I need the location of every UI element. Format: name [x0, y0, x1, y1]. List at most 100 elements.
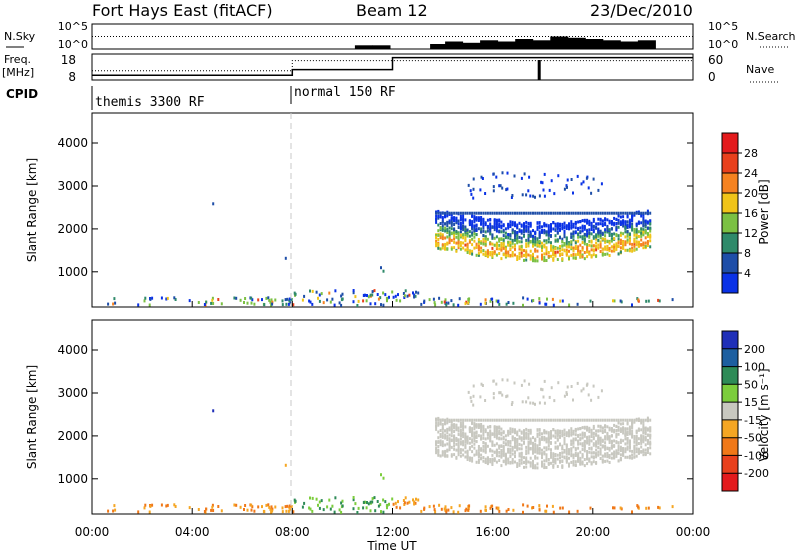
velocity-cell — [574, 433, 577, 437]
power-cell — [633, 237, 636, 241]
velocity-cell — [613, 418, 616, 422]
power-cell — [502, 242, 505, 246]
velocity-cell — [566, 385, 569, 389]
velocity-cell — [612, 506, 614, 510]
power-cell — [624, 230, 627, 234]
velocity-cell — [406, 501, 409, 505]
velocity-cell — [608, 441, 611, 444]
power-cell — [472, 196, 475, 200]
power-cell — [334, 289, 337, 293]
y-tick-label: 3000 — [57, 386, 88, 400]
velocity-cell — [491, 457, 494, 461]
power-cell — [644, 236, 647, 240]
power-cell — [448, 237, 451, 241]
power-cell — [606, 248, 609, 252]
power-cell — [446, 229, 449, 232]
velocity-cell — [459, 451, 462, 455]
velocity-cell — [606, 418, 609, 422]
velocity-colorbar-swatch — [722, 437, 738, 456]
power-cell — [439, 211, 442, 215]
velocity-cell — [608, 428, 611, 432]
velocity-cell — [444, 453, 447, 457]
velocity-cell — [448, 437, 451, 441]
power-cell — [570, 211, 573, 215]
noise-search-burst — [585, 39, 604, 49]
velocity-cell — [493, 443, 496, 447]
power-cell — [543, 194, 546, 198]
velocity-cell — [635, 450, 638, 454]
velocity-cell — [149, 504, 152, 508]
power-cell — [457, 211, 460, 215]
velocity-cell — [457, 418, 460, 422]
power-cell — [565, 245, 568, 249]
power-cell — [452, 303, 455, 307]
velocity-cell — [441, 450, 444, 454]
velocity-cell — [649, 426, 652, 430]
velocity-cell — [455, 428, 458, 432]
power-cell — [448, 226, 451, 230]
power-cell — [577, 235, 580, 239]
velocity-cell — [563, 440, 566, 444]
power-cell — [444, 298, 447, 302]
velocity-cell — [622, 439, 625, 443]
velocity-cell — [450, 423, 453, 427]
velocity-cell — [480, 448, 483, 452]
power-cell — [257, 298, 260, 302]
power-cell — [471, 252, 474, 256]
power-cell — [467, 183, 470, 187]
power-cell — [516, 233, 519, 237]
power-cell — [491, 211, 494, 215]
velocity-cell — [637, 418, 640, 422]
power-cell — [444, 222, 447, 226]
velocity-cell — [437, 436, 440, 440]
power-cell — [504, 227, 507, 231]
power-cell — [477, 219, 480, 222]
velocity-cell — [640, 450, 643, 454]
velocity-cell — [469, 396, 472, 400]
power-cell — [583, 239, 586, 243]
power-cell — [595, 226, 598, 230]
power-cell — [457, 303, 460, 307]
power-cell — [646, 244, 649, 247]
power-cell — [646, 232, 649, 235]
power-cell — [538, 297, 541, 301]
velocity-cell — [649, 418, 652, 422]
velocity-cell — [624, 418, 627, 422]
velocity-cell — [516, 462, 519, 466]
velocity-cell — [592, 418, 595, 422]
power-cell — [495, 247, 498, 251]
velocity-colorbar-frame — [721, 330, 739, 492]
power-cell — [541, 181, 544, 185]
velocity-cell — [500, 427, 503, 431]
power-cell — [536, 221, 539, 225]
velocity-cell — [595, 444, 598, 448]
power-cell — [572, 230, 575, 234]
power-cell — [441, 228, 444, 232]
power-cell — [338, 301, 341, 305]
velocity-cell — [547, 437, 550, 441]
velocity-cell — [480, 437, 483, 441]
power-cell — [527, 239, 530, 243]
power-cell — [649, 219, 652, 223]
power-cell — [520, 176, 523, 180]
velocity-cell — [371, 497, 374, 501]
velocity-cell — [554, 435, 557, 439]
power-cell — [484, 239, 487, 243]
power-cell — [468, 251, 471, 255]
power-cell — [457, 219, 460, 223]
velocity-cell — [491, 418, 494, 422]
power-cell — [633, 243, 636, 247]
power-cell — [212, 302, 215, 305]
power-cell — [592, 230, 595, 234]
power-cell — [491, 242, 494, 246]
power-cell — [286, 297, 289, 301]
velocity-cell — [523, 441, 525, 445]
power-cell — [583, 224, 586, 228]
velocity-cell — [640, 445, 643, 449]
velocity-cell — [520, 455, 523, 459]
power-cell — [288, 297, 291, 301]
power-cell — [617, 218, 620, 222]
power-cell — [640, 234, 643, 238]
power-cell — [509, 241, 512, 245]
power-cell — [522, 296, 525, 300]
